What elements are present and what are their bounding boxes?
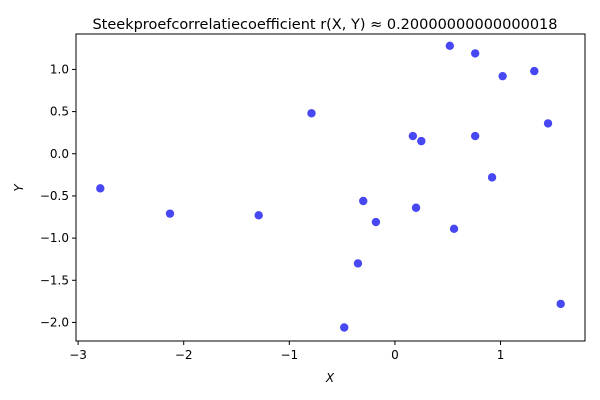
y-tick-label: −1.5 — [40, 273, 69, 287]
data-point — [353, 259, 363, 268]
x-tick-label: −3 — [69, 348, 87, 362]
data-point — [165, 209, 175, 218]
plot-frame — [75, 33, 586, 342]
data-point — [371, 217, 381, 227]
data-point — [445, 41, 455, 51]
y-tick-label: −1.0 — [40, 231, 69, 245]
data-point — [498, 71, 507, 81]
data-point — [307, 109, 316, 118]
x-tick-label: 0 — [391, 348, 399, 362]
data-point — [359, 196, 368, 206]
data-points — [96, 41, 565, 332]
data-point — [470, 49, 480, 58]
x-tick-label: −2 — [175, 348, 193, 362]
data-point — [96, 184, 105, 193]
y-tick-label: 1.0 — [50, 62, 69, 76]
x-tick-label: −1 — [280, 348, 298, 362]
data-point — [487, 173, 497, 182]
y-tick-label: 0.0 — [50, 147, 69, 161]
data-point — [254, 211, 263, 220]
y-tick-label: −2.0 — [40, 315, 69, 329]
data-point — [449, 224, 459, 234]
x-axis-ticks: −3 −2 −1 0 1 — [69, 341, 504, 362]
data-point — [530, 66, 539, 76]
y-tick-label: 0.5 — [50, 105, 69, 119]
data-point — [417, 136, 426, 146]
x-axis-label: X — [325, 371, 335, 385]
data-point — [470, 131, 480, 141]
y-tick-label: −0.5 — [40, 189, 69, 203]
y-axis-label: Y — [12, 183, 26, 192]
data-point — [340, 323, 349, 332]
data-point — [408, 131, 418, 141]
y-axis-ticks: −2.0 −1.5 −1.0 −0.5 0.0 0.5 1.0 — [40, 62, 76, 329]
chart-title: Steekproefcorrelatiecoefficient r(X, Y) … — [92, 17, 557, 33]
x-tick-label: 1 — [497, 348, 505, 362]
data-point — [543, 119, 553, 128]
data-point — [556, 299, 565, 309]
data-point — [411, 203, 421, 212]
